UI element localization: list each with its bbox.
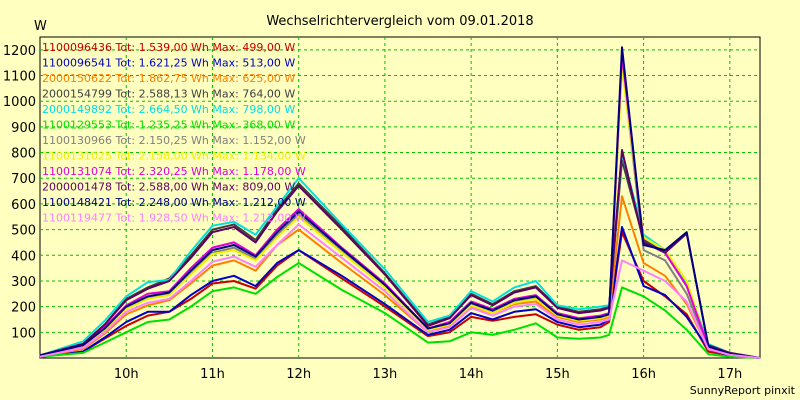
x-tick-label: 11h xyxy=(200,367,225,382)
x-tick-label: 12h xyxy=(286,367,311,382)
y-tick-label: 1200 xyxy=(3,44,36,59)
x-tick-labels: 10h 11h 12h 13h 14h 15h 16h 17h xyxy=(114,367,742,382)
legend: 1100096436 Tot: 1.539,00 Wh Max: 499,00 … xyxy=(42,41,306,225)
y-axis-label: W xyxy=(34,19,47,34)
series-line-12 xyxy=(39,223,761,359)
y-tick-label: 100 xyxy=(11,326,36,341)
legend-entry: 1100119477 Tot: 1.928,50 Wh Max: 1.212,0… xyxy=(42,212,306,225)
legend-entry: 1100131025 Tot: 2.158,00 Wh Max: 1.134,0… xyxy=(42,150,306,163)
y-tick-label: 900 xyxy=(11,121,36,136)
legend-entry: 2000154799 Tot: 2.588,13 Wh Max: 764,00 … xyxy=(42,88,295,101)
credit-text: SunnyReport pinxit xyxy=(690,384,796,397)
y-tick-label: 600 xyxy=(11,198,36,213)
series-line-6 xyxy=(39,262,761,359)
series-line-2 xyxy=(39,226,761,359)
series-lines xyxy=(39,46,761,359)
x-tick-label: 13h xyxy=(373,367,398,382)
legend-entry: 2000001478 Tot: 2.588,00 Wh Max: 809,00 … xyxy=(42,181,295,194)
x-tick-label: 14h xyxy=(459,367,484,382)
y-tick-labels: 100 200 300 400 500 600 700 800 900 1000 1100 1200 xyxy=(3,44,36,341)
series-line-11 xyxy=(39,46,761,359)
legend-entry: 1100148421 Tot: 2.248,00 Wh Max: 1.212,0… xyxy=(42,196,306,209)
legend-entry: 1100129553 Tot: 1.235,25 Wh Max: 368,00 … xyxy=(42,119,295,132)
y-tick-label: 1000 xyxy=(3,95,36,110)
y-tick-label: 300 xyxy=(11,275,36,290)
legend-entry: 1100131074 Tot: 2.320,25 Wh Max: 1.178,0… xyxy=(42,165,306,178)
legend-entry: 1100096541 Tot: 1.621,25 Wh Max: 513,00 … xyxy=(42,57,295,70)
x-tick-label: 16h xyxy=(631,367,656,382)
y-tick-label: 700 xyxy=(11,172,36,187)
chart-title: Wechselrichtervergleich vom 09.01.2018 xyxy=(266,14,533,29)
legend-entry: 2000150622 Tot: 1.862,75 Wh Max: 625,00 … xyxy=(42,72,295,85)
y-tick-label: 800 xyxy=(11,147,36,162)
x-tick-label: 15h xyxy=(545,367,570,382)
legend-entry: 2000149892 Tot: 2.664,50 Wh Max: 798,00 … xyxy=(42,103,295,116)
x-tick-label: 10h xyxy=(114,367,139,382)
legend-entry: 1100096436 Tot: 1.539,00 Wh Max: 499,00 … xyxy=(42,41,295,54)
y-tick-label: 500 xyxy=(11,224,36,239)
y-tick-label: 1100 xyxy=(3,70,36,85)
legend-entry: 1100130966 Tot: 2.150,25 Wh Max: 1.152,0… xyxy=(42,134,306,147)
y-tick-label: 200 xyxy=(11,301,36,316)
y-tick-label: 400 xyxy=(11,249,36,264)
x-tick-label: 17h xyxy=(717,367,742,382)
